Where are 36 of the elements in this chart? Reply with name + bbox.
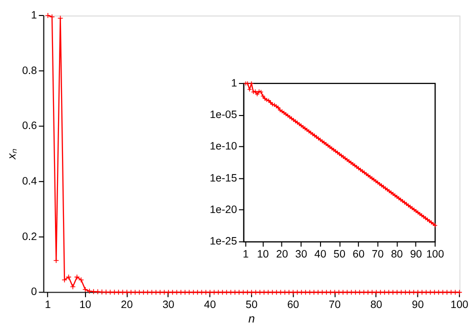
- x-tick-label: 1: [242, 248, 249, 260]
- x-tick-label: 70: [372, 248, 384, 260]
- x-tick-label: 10: [79, 298, 92, 311]
- y-tick-label: 1: [231, 77, 238, 90]
- x-tick-label: 20: [120, 298, 133, 311]
- x-tick-label: 1: [44, 298, 51, 311]
- y-tick-label: 0.8: [22, 64, 37, 77]
- x-tick-label: 100: [426, 248, 444, 260]
- x-tick-label: 60: [352, 248, 365, 260]
- y-tick-label: 1e-20: [210, 204, 238, 216]
- x-tick-label: 70: [328, 298, 341, 311]
- y-tick-label: 1e-05: [210, 109, 238, 122]
- x-tick-label: 80: [370, 298, 382, 311]
- y-tick-label: 0: [30, 286, 37, 298]
- y-axis-title: xₙ: [5, 148, 18, 160]
- x-tick-label: 50: [334, 248, 346, 260]
- x-tick-label: 80: [390, 248, 403, 260]
- x-tick-label: 50: [246, 298, 258, 311]
- x-tick-label: 90: [412, 298, 424, 311]
- x-tick-label: 60: [287, 298, 300, 311]
- x-tick-label: 100: [450, 298, 468, 311]
- x-tick-label: 40: [314, 248, 326, 260]
- y-tick-label: 0.2: [22, 230, 37, 243]
- y-tick-label: 1: [30, 9, 37, 22]
- x-tick-label: 10: [256, 248, 269, 260]
- y-tick-label: 1e-25: [210, 236, 238, 248]
- x-tick-label: 30: [295, 248, 308, 260]
- x-tick-label: 40: [204, 298, 216, 311]
- x-tick-label: 30: [162, 298, 174, 311]
- y-tick-label: 0.4: [22, 175, 37, 188]
- y-tick-label: 1e-15: [210, 172, 238, 184]
- y-tick-label: 1e-10: [210, 140, 238, 153]
- x-axis-title: n: [248, 312, 255, 326]
- x-tick-label: 90: [410, 248, 422, 260]
- x-tick-label: 20: [276, 248, 288, 260]
- y-tick-label: 0.6: [22, 120, 37, 132]
